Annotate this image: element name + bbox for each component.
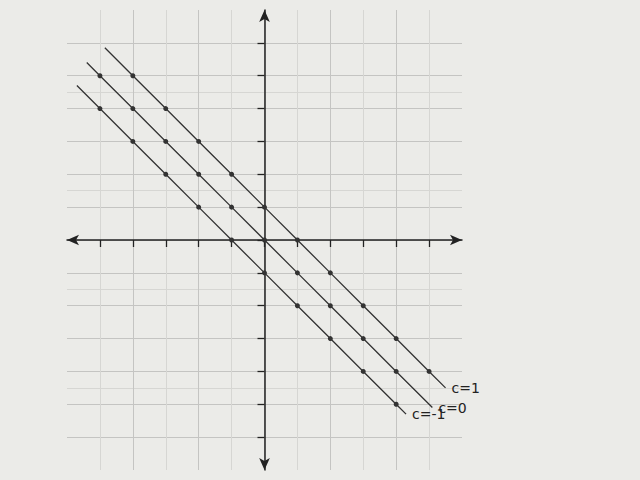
svg-text:c=0: c=0 xyxy=(438,399,467,416)
svg-text:c=1: c=1 xyxy=(452,380,480,396)
svg-text:c=-1: c=-1 xyxy=(412,406,445,422)
